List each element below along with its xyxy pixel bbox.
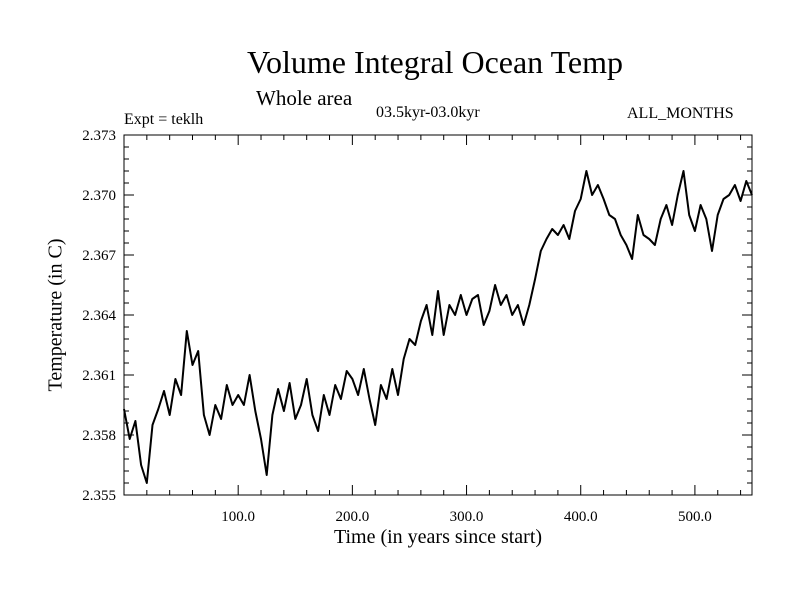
chart-title: Volume Integral Ocean Temp [246, 44, 623, 80]
y-tick-label: 2.370 [82, 188, 116, 204]
x-tick-label: 400.0 [564, 509, 598, 525]
y-tick-label: 2.361 [82, 368, 116, 384]
x-tick-label: 200.0 [335, 509, 369, 525]
months-label: ALL_MONTHS [627, 105, 734, 122]
axis-ticks: 100.0 200.0 300.0 400.0 500.0 2.355 2.358 2.361… [82, 128, 752, 525]
chart-subtitle: Whole area [256, 86, 353, 110]
x-tick-label: 500.0 [678, 509, 712, 525]
x-axis-label: Time (in years since start) [333, 526, 543, 548]
experiment-label: Expt = teklh [124, 111, 204, 128]
x-tick-label: 300.0 [450, 509, 484, 525]
plot-frame [123, 134, 753, 496]
chart-period-label: 03.5kyr-03.0kyr [376, 104, 480, 121]
y-tick-label: 2.355 [82, 488, 116, 504]
y-tick-label: 2.367 [82, 248, 116, 264]
series-line [123, 170, 753, 484]
x-tick-label: 100.0 [221, 509, 255, 525]
y-tick-label: 2.358 [82, 428, 116, 444]
y-tick-label: 2.364 [82, 308, 116, 324]
y-tick-label: 2.373 [82, 128, 116, 144]
